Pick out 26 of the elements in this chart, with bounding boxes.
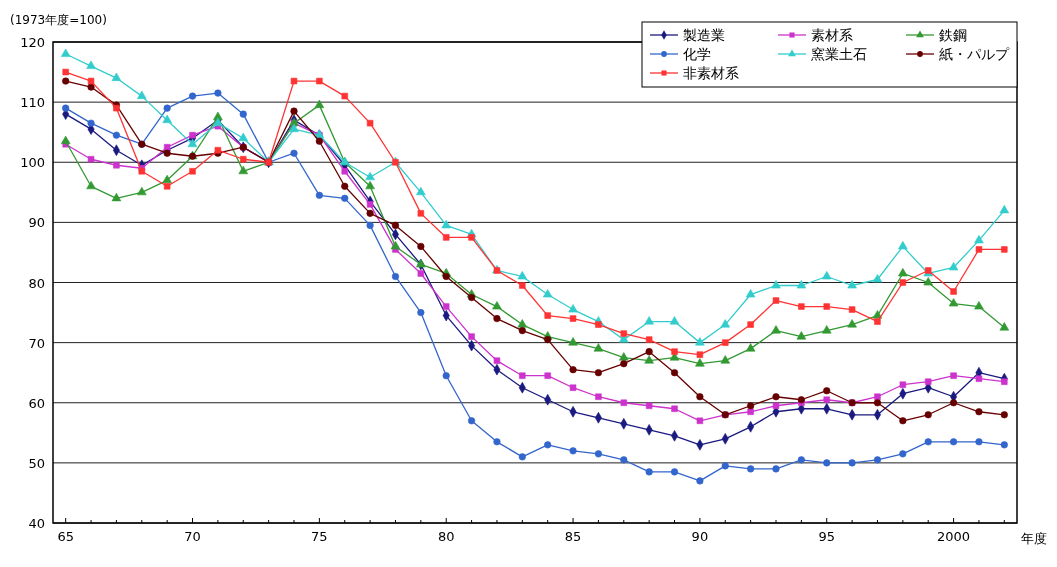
x-axis-title: 年度 xyxy=(1021,531,1047,546)
legend-label: 鉄鋼 xyxy=(939,27,967,43)
y-tick-label: 100 xyxy=(20,155,45,171)
y-tick-label: 80 xyxy=(28,275,45,291)
x-tick-label: 70 xyxy=(184,529,201,544)
legend-label: 紙・パルプ xyxy=(939,46,1010,62)
y-tick-label: 70 xyxy=(28,335,45,351)
x-tick-label: 85 xyxy=(564,529,582,544)
x-tick-label: 2000 xyxy=(937,529,971,544)
y-tick-label: 40 xyxy=(28,516,45,531)
x-tick-label: 95 xyxy=(818,529,836,544)
x-tick-label: 65 xyxy=(57,529,74,544)
x-tick-label: 90 xyxy=(691,529,709,544)
legend-label: 化学 xyxy=(683,46,711,62)
legend-label: 製造業 xyxy=(683,27,725,43)
y-tick-label: 120 xyxy=(20,35,45,50)
x-tick-label: 75 xyxy=(311,529,328,544)
legend-label: 非素材系 xyxy=(683,65,739,81)
y-tick-label: 110 xyxy=(20,95,45,111)
x-tick-label: 80 xyxy=(437,529,455,544)
legend-label: 素材系 xyxy=(811,27,853,43)
y-tick-label: 60 xyxy=(28,395,45,411)
y-tick-label: 50 xyxy=(28,455,45,471)
y-axis-title: (1973年度=100) xyxy=(10,13,107,27)
y-tick-label: 90 xyxy=(28,215,45,231)
legend-label: 窯業土石 xyxy=(811,46,867,62)
